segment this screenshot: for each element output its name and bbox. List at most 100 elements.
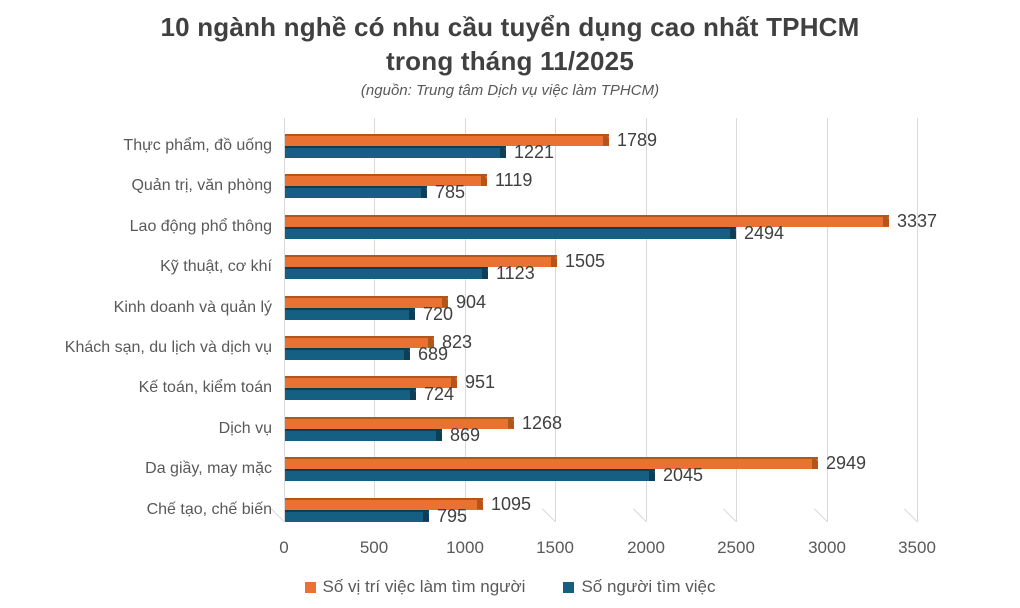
bar-end-cap — [812, 457, 818, 470]
value-label-job-seekers: 2045 — [663, 465, 704, 486]
bar-job-openings — [285, 174, 487, 187]
bar-job-openings — [285, 416, 514, 429]
value-label-job-openings: 3337 — [897, 210, 938, 231]
chart-subtitle: (nguồn: Trung tâm Dịch vụ việc làm TPHCM… — [360, 82, 660, 99]
category-label: Da giầy, may mặc — [145, 460, 272, 478]
bar-end-cap — [603, 133, 609, 146]
value-label-job-seekers: 1221 — [514, 141, 555, 162]
category-label: Thực phẩm, đồ uống — [123, 136, 272, 154]
x-axis-tick-label: 3000 — [808, 538, 846, 557]
bar-end-cap — [883, 214, 889, 227]
gridline — [555, 118, 556, 522]
chart-title: 10 ngành nghề có nhu cầu tuyển dụng cao … — [0, 10, 1020, 78]
gridline — [284, 118, 285, 522]
category-label: Lao động phổ thông — [129, 217, 272, 235]
bar-job-openings — [285, 335, 434, 348]
bar-job-openings — [285, 497, 483, 510]
value-label-job-openings: 1119 — [495, 170, 533, 191]
category-axis: Thực phẩm, đồ uống Quản trị, văn phòng Lao… — [0, 118, 272, 522]
bar-job-seekers — [285, 388, 416, 401]
bar-job-seekers — [285, 428, 442, 441]
category-label: Chế tạo, chế biến — [146, 500, 272, 518]
value-label-job-seekers: 795 — [437, 505, 468, 526]
legend-label: Số người tìm việc — [581, 577, 716, 596]
plot-area: 1789 1221 1119 785 3337 2494 1505 1123 904 720 823… — [270, 118, 937, 526]
bar-end-cap — [649, 469, 655, 482]
gridline-foot — [632, 508, 647, 522]
x-axis-tick-label: 0 — [279, 538, 289, 557]
x-axis-tick-label: 500 — [359, 538, 389, 557]
bar-job-openings — [285, 457, 818, 470]
gridline-foot — [270, 508, 285, 522]
bar-job-seekers — [285, 469, 655, 482]
bar-end-cap — [482, 267, 488, 280]
bar-job-openings — [285, 214, 889, 227]
gridline-foot — [813, 508, 828, 522]
value-label-job-seekers: 689 — [418, 343, 449, 364]
bar-job-openings — [285, 255, 557, 268]
category-label: Kinh doanh và quản lý — [113, 298, 272, 316]
legend-swatch-job-seekers — [563, 581, 575, 593]
bar-job-seekers — [285, 226, 736, 239]
bar-job-seekers — [285, 509, 429, 522]
bar-end-cap — [436, 428, 442, 441]
category-label: Quản trị, văn phòng — [131, 177, 272, 195]
x-axis-tick-label: 2000 — [627, 538, 665, 557]
x-axis-tick-label: 2500 — [717, 538, 755, 557]
category-label: Kỹ thuật, cơ khí — [160, 258, 272, 276]
bar-end-cap — [404, 347, 410, 360]
bar-job-seekers — [285, 145, 506, 158]
value-label-job-openings: 904 — [456, 291, 487, 312]
gridline-foot — [903, 508, 918, 522]
bar-job-openings — [285, 376, 457, 389]
value-label-job-seekers: 785 — [435, 182, 466, 203]
chart-title-line2: trong tháng 11/2025 — [386, 46, 634, 76]
bar-job-openings — [285, 133, 609, 146]
value-label-job-seekers: 720 — [423, 303, 454, 324]
legend-label: Số vị trí việc làm tìm người — [322, 577, 526, 596]
value-label-job-openings: 1505 — [565, 251, 606, 272]
gridline-foot — [722, 508, 737, 522]
value-label-job-openings: 1268 — [522, 412, 563, 433]
legend-item: Số vị trí việc làm tìm người — [304, 577, 526, 597]
bar-end-cap — [410, 388, 416, 401]
bar-end-cap — [477, 497, 483, 510]
x-axis-tick-label: 1000 — [446, 538, 484, 557]
bar-end-cap — [442, 295, 448, 308]
value-label-job-openings: 1095 — [491, 493, 532, 514]
bar-end-cap — [500, 145, 506, 158]
gridline — [465, 118, 466, 522]
bar-job-openings — [285, 295, 448, 308]
bar-end-cap — [730, 226, 736, 239]
bar-end-cap — [551, 255, 557, 268]
category-label: Dịch vụ — [218, 419, 272, 437]
bar-end-cap — [428, 335, 434, 348]
legend-item: Số người tìm việc — [563, 577, 716, 597]
bar-job-seekers — [285, 186, 427, 199]
category-label: Kế toán, kiểm toán — [138, 379, 272, 397]
bar-end-cap — [409, 307, 415, 320]
value-label-job-openings: 823 — [442, 331, 473, 352]
value-label-job-seekers: 724 — [424, 384, 455, 405]
bar-end-cap — [423, 509, 429, 522]
gridline-foot — [541, 508, 556, 522]
chart-title-line1: 10 ngành nghề có nhu cầu tuyển dụng cao … — [160, 12, 860, 42]
value-label-job-openings: 951 — [465, 372, 496, 393]
chart-header: 10 ngành nghề có nhu cầu tuyển dụng cao … — [0, 10, 1020, 99]
legend-swatch-job-openings — [304, 581, 316, 593]
bar-job-seekers — [285, 307, 415, 320]
gridline — [374, 118, 375, 522]
bar-job-seekers — [285, 347, 410, 360]
category-label: Khách sạn, du lịch và dịch vụ — [64, 338, 272, 356]
gridline — [736, 118, 737, 522]
legend: Số vị trí việc làm tìm người Số người tìm… — [0, 577, 1020, 597]
value-label-job-openings: 1789 — [617, 129, 658, 150]
gridline — [646, 118, 647, 522]
value-label-job-openings: 2949 — [826, 453, 867, 474]
gridline — [827, 118, 828, 522]
bar-end-cap — [481, 174, 487, 187]
bar-end-cap — [508, 416, 514, 429]
value-label-job-seekers: 1123 — [496, 263, 535, 284]
gridline — [917, 118, 918, 522]
